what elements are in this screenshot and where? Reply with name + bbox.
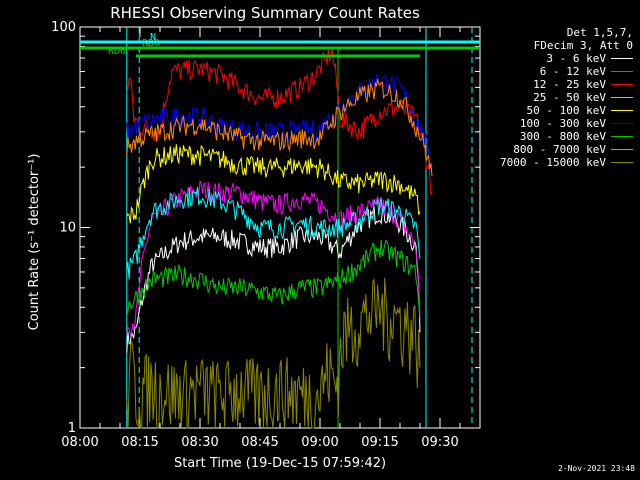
legend-item: 12 - 25 keV	[500, 78, 633, 91]
legend-item: 50 - 100 keV	[500, 104, 633, 117]
legend-label: 7000 - 15000 keV	[500, 156, 606, 169]
legend-swatch	[611, 149, 633, 150]
series-line-3	[126, 186, 421, 280]
legend-label: 100 - 300 keV	[519, 117, 606, 130]
footer-timestamp: 2-Nov-2021 23:48	[557, 464, 635, 473]
legend-item: 800 - 7000 keV	[500, 143, 633, 156]
legend-label: 6 - 12 keV	[539, 65, 606, 78]
chart-title: RHESSI Observing Summary Count Rates	[110, 4, 420, 22]
legend-item: 7000 - 15000 keV	[500, 156, 633, 169]
x-tick-label: 08:00	[61, 435, 98, 450]
legend-item: 100 - 300 keV	[500, 117, 633, 130]
legend-item: 25 - 50 keV	[500, 91, 633, 104]
legend-label: 800 - 7000 keV	[513, 143, 606, 156]
series-line-7	[126, 78, 433, 177]
legend-swatch	[611, 84, 633, 85]
series-line-6	[126, 239, 421, 319]
legend-item: 3 - 6 keV	[500, 52, 633, 65]
x-tick-label: 08:45	[241, 435, 278, 450]
x-tick-label: 09:30	[421, 435, 458, 450]
y-axis-label: Count Rate (s⁻¹ detector⁻¹)	[27, 154, 42, 331]
y-tick-label: 1	[68, 421, 76, 436]
series-line-0	[126, 204, 421, 353]
series-line-2	[126, 46, 433, 195]
plot-area: 1 10 100 08:00 08:15 08:30 08:45 09:00 09:15 09:3…	[51, 20, 481, 450]
y-tick-label: 100	[51, 20, 76, 35]
series-line-8	[126, 277, 421, 429]
legend: Det 1,5,7, FDecim 3, Att 0 3 - 6 keV 6 - …	[500, 26, 633, 169]
x-tick-label: 09:00	[301, 435, 338, 450]
legend-header-line-2: FDecim 3, Att 0	[533, 39, 633, 52]
x-axis-label: Start Time (19-Dec-15 07:59:42)	[174, 456, 386, 471]
x-tick-label: 08:15	[121, 435, 158, 450]
legend-swatch	[611, 136, 633, 137]
legend-header-line-1: Det 1,5,7,	[566, 26, 633, 39]
legend-label: 300 - 800 keV	[519, 130, 606, 143]
legend-label: 3 - 6 keV	[546, 52, 606, 65]
series-line-1	[126, 180, 421, 337]
legend-swatch	[611, 162, 633, 163]
legend-label: 50 - 100 keV	[526, 104, 606, 117]
legend-swatch	[611, 58, 633, 59]
x-tick-label: 08:30	[181, 435, 218, 450]
series-line-5	[126, 74, 433, 168]
x-tick-label: 09:15	[361, 435, 398, 450]
marker-label-n: N	[150, 32, 156, 43]
legend-item: 300 - 800 keV	[500, 130, 633, 143]
legend-swatch	[611, 97, 633, 98]
legend-swatch	[611, 123, 633, 124]
legend-swatch	[611, 110, 633, 111]
marker-label-rd6: RD6	[108, 46, 126, 57]
legend-swatch	[611, 71, 633, 72]
y-tick-label: 10	[59, 221, 76, 236]
legend-label: 25 - 50 keV	[533, 91, 606, 104]
legend-label: 12 - 25 keV	[533, 78, 606, 91]
series-line-4	[126, 144, 421, 224]
legend-item: 6 - 12 keV	[500, 65, 633, 78]
